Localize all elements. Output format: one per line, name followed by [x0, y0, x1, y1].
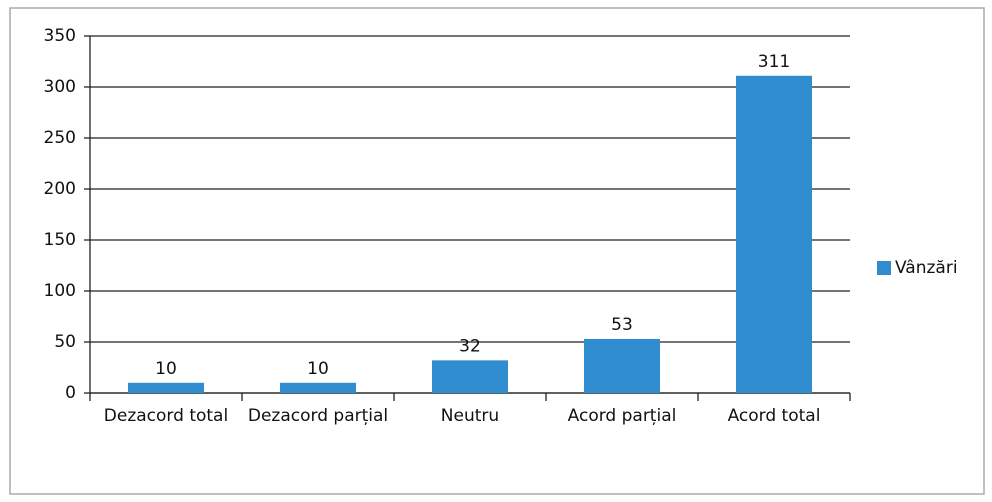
- x-tick-label-box: Neutru: [440, 406, 500, 426]
- x-tick-label: Acord total: [727, 406, 821, 426]
- legend-swatch: [877, 261, 891, 275]
- bar: [432, 360, 508, 393]
- y-tick-label: 50: [54, 332, 76, 352]
- data-label: 311: [758, 52, 790, 72]
- bar: [280, 382, 356, 393]
- bar: [584, 338, 660, 393]
- y-tick-label: 0: [65, 383, 76, 403]
- x-tick-label: Dezacord parțial: [247, 406, 389, 426]
- x-tick-label-box: Acord parțial: [567, 406, 677, 426]
- x-tick-label-box: Dezacord parțial: [247, 406, 389, 426]
- y-tick-label: 350: [44, 26, 76, 46]
- legend-label: Vânzări: [895, 258, 958, 278]
- data-label: 53: [611, 315, 633, 335]
- chart-frame: [9, 7, 985, 495]
- x-tick-label-box: Dezacord total: [103, 406, 229, 426]
- data-label: 32: [459, 336, 481, 356]
- y-tick-label: 250: [44, 128, 76, 148]
- bar: [736, 75, 812, 393]
- y-tick-label: 300: [44, 77, 76, 97]
- y-tick-label: 200: [44, 179, 76, 199]
- data-label: 10: [307, 359, 329, 379]
- x-tick-label: Acord parțial: [567, 406, 677, 426]
- data-label: 10: [155, 359, 177, 379]
- x-tick-label: Neutru: [440, 406, 500, 426]
- y-tick-label: 100: [44, 281, 76, 301]
- bar: [128, 382, 204, 393]
- x-tick-label: Dezacord total: [103, 406, 229, 426]
- y-tick-label: 150: [44, 230, 76, 250]
- x-tick-label-box: Acord total: [727, 406, 821, 426]
